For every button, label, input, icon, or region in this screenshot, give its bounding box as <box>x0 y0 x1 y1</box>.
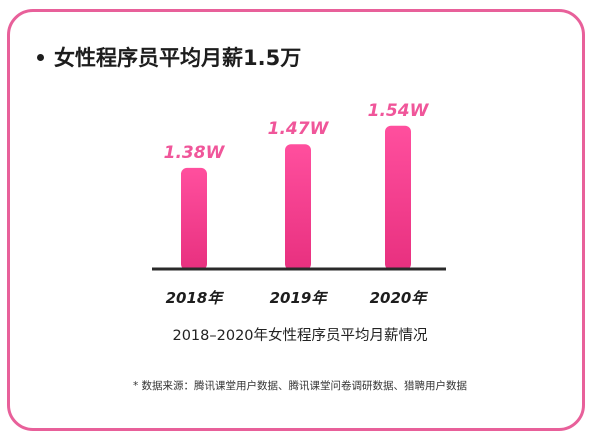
bullet-dot-icon <box>37 53 44 61</box>
bar-value-label: 1.38W <box>164 143 226 163</box>
x-tick-label: 2019年 <box>270 289 329 307</box>
bar-value-label: 1.47W <box>268 119 330 139</box>
headline-text: 女性程序员平均月薪1.5万 <box>54 46 302 70</box>
bar-value-label: 1.54W <box>368 101 430 121</box>
source-note: * 数据来源：腾讯课堂用户数据、腾讯课堂问卷调研数据、猎聘用户数据 <box>132 380 468 392</box>
chart-caption: 2018–2020年女性程序员平均月薪情况 <box>172 328 428 344</box>
headline: 女性程序员平均月薪1.5万 <box>37 42 301 72</box>
x-tick-label: 2018年 <box>166 289 225 307</box>
x-tick-label: 2020年 <box>370 289 429 307</box>
bar-2018年 <box>181 167 207 270</box>
bar-2019年 <box>285 144 311 270</box>
bar-2020年 <box>385 125 411 270</box>
